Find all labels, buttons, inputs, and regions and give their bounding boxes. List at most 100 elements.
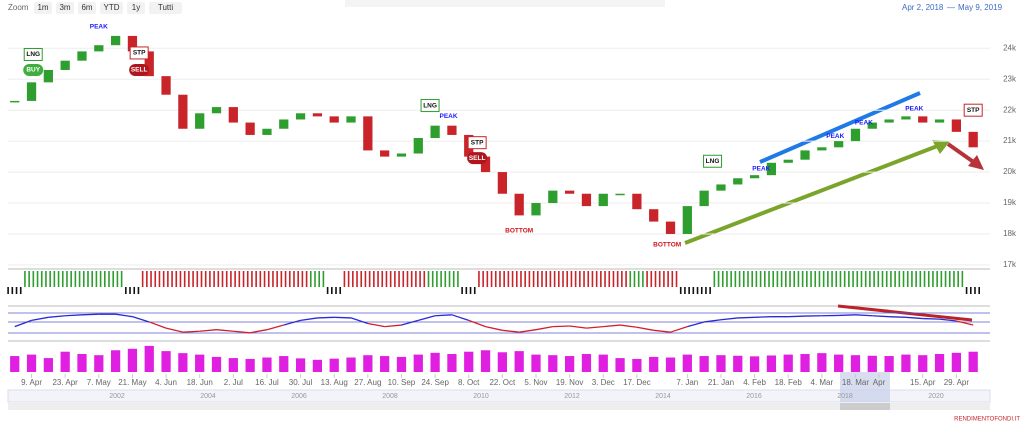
trend-bar bbox=[574, 271, 577, 287]
oscillator-segment bbox=[889, 316, 906, 318]
oscillator-segment bbox=[922, 317, 940, 320]
oscillator-segment bbox=[905, 316, 923, 320]
annotation: STP bbox=[133, 50, 146, 57]
trend-bar bbox=[923, 271, 926, 287]
zoom-button[interactable] bbox=[78, 2, 96, 14]
navigator-window[interactable] bbox=[840, 372, 890, 402]
trend-bar bbox=[167, 271, 169, 287]
oscillator-segment bbox=[687, 321, 705, 328]
zoom-button-label[interactable]: 1y bbox=[132, 3, 140, 12]
candle bbox=[178, 94, 188, 129]
candle bbox=[497, 172, 507, 194]
volume-bar bbox=[850, 355, 861, 372]
oscillator-segment bbox=[704, 319, 722, 323]
zoom-button-label[interactable]: YTD bbox=[104, 3, 120, 12]
trend-bar bbox=[705, 287, 707, 294]
zoom-button[interactable] bbox=[56, 2, 74, 14]
candle bbox=[951, 119, 961, 132]
trend-bar bbox=[717, 271, 720, 287]
oscillator-segment bbox=[939, 318, 957, 322]
trend-bar bbox=[494, 271, 497, 287]
y-tick-label: 22k bbox=[1003, 105, 1017, 114]
oscillator-segment bbox=[619, 324, 637, 328]
candle bbox=[918, 116, 928, 123]
trend-bar bbox=[360, 271, 363, 287]
x-tick-label: 4. Mar bbox=[811, 378, 834, 387]
oscillator-segment bbox=[754, 316, 772, 318]
range-to: May 9, 2019 bbox=[958, 3, 1003, 12]
trend-bar bbox=[457, 271, 459, 287]
candle bbox=[430, 125, 440, 139]
navigator-label: 2010 bbox=[473, 393, 489, 400]
trend-bar bbox=[104, 271, 106, 287]
zoom-button-label[interactable]: 3m bbox=[59, 3, 70, 12]
trend-bar bbox=[789, 271, 791, 287]
zoom-button[interactable] bbox=[100, 2, 123, 14]
x-tick-label: 23. Apr bbox=[52, 378, 78, 387]
trend-bar bbox=[974, 287, 976, 294]
trend-bar bbox=[364, 271, 367, 287]
candle bbox=[632, 193, 642, 210]
navigator-label: 2020 bbox=[928, 393, 944, 400]
zoom-button-label[interactable]: Tutti bbox=[158, 3, 173, 12]
x-tick-label: 13. Aug bbox=[321, 378, 348, 387]
candle bbox=[77, 51, 87, 61]
trend-bar bbox=[28, 271, 30, 287]
trend-bar bbox=[637, 271, 640, 287]
zoom-button[interactable] bbox=[34, 2, 52, 14]
zoom-button[interactable] bbox=[127, 2, 145, 14]
annotation: BOTTOM bbox=[653, 242, 681, 249]
trend-bar bbox=[95, 271, 98, 287]
oscillator-segment bbox=[653, 329, 671, 333]
zoom-button-label[interactable]: 6m bbox=[81, 3, 92, 12]
volume-bar bbox=[598, 354, 608, 372]
scrollbar[interactable] bbox=[8, 403, 990, 410]
volume-bar bbox=[968, 351, 978, 372]
trend-bar bbox=[541, 271, 543, 287]
annotation: LNG bbox=[423, 102, 437, 109]
zoom-button-label[interactable]: 1m bbox=[37, 3, 48, 12]
candle bbox=[10, 100, 20, 103]
navigator-label: 2006 bbox=[291, 393, 307, 400]
trend-bar bbox=[675, 271, 678, 287]
trend-bar bbox=[684, 287, 686, 294]
trend-bar bbox=[381, 271, 384, 287]
annotation-pill bbox=[129, 63, 150, 76]
trend-bar bbox=[621, 271, 623, 287]
trend-bar bbox=[200, 271, 203, 287]
trend-bar bbox=[709, 287, 711, 294]
trend-bar bbox=[150, 271, 152, 287]
trend-bar bbox=[78, 271, 81, 287]
trend-bar bbox=[419, 271, 421, 287]
volume-bar bbox=[60, 351, 70, 372]
x-tick-label: 15. Apr bbox=[910, 378, 936, 387]
scrollbar-thumb[interactable] bbox=[840, 403, 890, 410]
trend-bar bbox=[322, 271, 325, 287]
trend-bar bbox=[175, 271, 178, 287]
shadow bbox=[345, 0, 665, 7]
zoom-button[interactable] bbox=[149, 2, 182, 14]
candle bbox=[43, 69, 53, 83]
oscillator-segment bbox=[788, 315, 806, 318]
trend-bar bbox=[82, 271, 85, 287]
trend-bar bbox=[57, 271, 60, 287]
trend-bar bbox=[608, 271, 611, 287]
volume-bar bbox=[161, 351, 171, 372]
trend-bar bbox=[902, 271, 905, 287]
oscillator-segment bbox=[737, 316, 755, 319]
candle bbox=[850, 128, 861, 142]
trend-bar bbox=[469, 287, 472, 294]
candle bbox=[26, 82, 37, 101]
trend-arrow bbox=[946, 142, 977, 165]
trend-bar bbox=[331, 287, 333, 294]
volume-bar bbox=[951, 352, 961, 372]
navigator-label: 2002 bbox=[109, 393, 125, 400]
x-tick-label: 7. Jan bbox=[676, 378, 698, 387]
trend-bar bbox=[314, 271, 316, 287]
oscillator-segment bbox=[250, 329, 268, 334]
annotation-box bbox=[467, 136, 487, 150]
trend-bar bbox=[288, 271, 291, 287]
trend-bar bbox=[478, 271, 480, 287]
oscillator-segment bbox=[519, 329, 537, 333]
